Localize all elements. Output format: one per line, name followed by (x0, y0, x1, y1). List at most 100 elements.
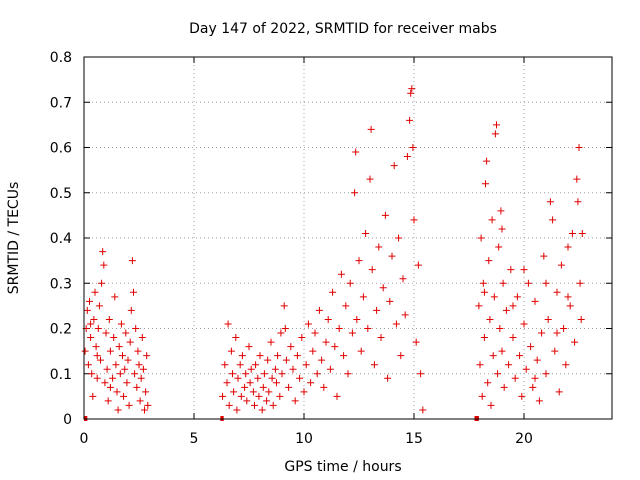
data-point (102, 329, 110, 337)
data-point (419, 406, 427, 414)
data-point (296, 374, 304, 382)
data-point (143, 352, 151, 360)
data-point (487, 401, 495, 409)
x-tick-label: 20 (515, 431, 533, 447)
data-point (282, 356, 290, 364)
data-point (511, 374, 519, 382)
data-point (342, 302, 350, 310)
data-point (267, 338, 275, 346)
data-point (234, 374, 242, 382)
data-point (566, 302, 574, 310)
data-point (375, 243, 383, 251)
data-point (230, 388, 238, 396)
data-point (490, 293, 498, 301)
data-point (289, 365, 297, 373)
data-point (408, 85, 416, 93)
data-point (89, 392, 97, 400)
data-point (494, 370, 502, 378)
data-point (388, 252, 396, 260)
data-point (531, 374, 539, 382)
y-tick-label: 0.1 (50, 367, 72, 383)
data-point (232, 334, 240, 342)
data-point (417, 370, 425, 378)
data-point (555, 388, 563, 396)
data-point (273, 379, 280, 387)
data-point (322, 338, 330, 346)
data-point (549, 216, 557, 224)
data-point (111, 293, 119, 301)
data-point (409, 144, 417, 151)
data-point (238, 352, 246, 360)
data-point (520, 320, 528, 328)
data-point (520, 266, 528, 274)
data-point (329, 288, 337, 296)
data-point (399, 275, 407, 283)
data-point (131, 370, 139, 378)
data-point (269, 401, 277, 409)
data-point (313, 370, 321, 378)
y-tick-label: 0 (63, 412, 72, 428)
data-point (340, 352, 348, 360)
y-tick-label: 0.5 (50, 186, 72, 202)
data-point (367, 125, 375, 133)
data-point (95, 302, 103, 310)
data-point (237, 392, 245, 400)
data-point (263, 397, 271, 405)
data-point (397, 352, 405, 360)
data-point (106, 383, 114, 391)
data-point (260, 370, 268, 378)
data-point (136, 397, 144, 405)
data-point (516, 352, 524, 360)
data-point (268, 374, 276, 382)
data-point (522, 365, 530, 373)
data-point (351, 189, 359, 197)
data-point (533, 356, 541, 364)
data-point (379, 284, 387, 292)
data-point (291, 397, 299, 405)
data-point (560, 325, 568, 332)
data-point (477, 234, 485, 242)
x-tick-label: 15 (405, 431, 423, 447)
data-point (138, 334, 146, 342)
data-point (144, 401, 152, 409)
data-point (524, 279, 532, 287)
data-point (381, 211, 389, 219)
data-point (84, 361, 92, 369)
data-point (93, 374, 101, 382)
data-point (133, 383, 141, 391)
data-point (542, 370, 550, 378)
y-tick-label: 0.2 (50, 322, 72, 338)
data-point (285, 383, 293, 391)
data-point (245, 343, 253, 351)
data-point (509, 334, 517, 342)
x-tick-label: 0 (80, 431, 89, 447)
data-point (223, 379, 231, 387)
data-point (81, 347, 89, 355)
data-point (331, 343, 339, 351)
data-point (87, 334, 95, 342)
data-point (527, 343, 535, 351)
data-point (252, 361, 260, 369)
data-point (403, 153, 411, 161)
data-point (259, 383, 267, 391)
data-point (103, 365, 111, 373)
data-point (249, 388, 257, 396)
y-tick-label: 0.4 (50, 231, 72, 247)
data-point (502, 306, 510, 314)
x-axis-title: GPS time / hours (284, 459, 401, 475)
data-point (346, 279, 354, 287)
data-point (254, 374, 262, 382)
data-point (247, 365, 255, 373)
data-point (475, 302, 483, 310)
y-tick-labels: 0 0.1 0.2 0.3 0.4 0.5 0.6 0.7 0.8 (50, 50, 72, 428)
data-point (298, 334, 306, 342)
data-point (573, 175, 581, 183)
data-point (139, 365, 147, 373)
data-point (251, 401, 258, 409)
data-point (364, 325, 372, 332)
data-point (377, 334, 385, 342)
data-point (500, 383, 508, 391)
data-point (320, 383, 328, 391)
data-point (529, 383, 537, 391)
